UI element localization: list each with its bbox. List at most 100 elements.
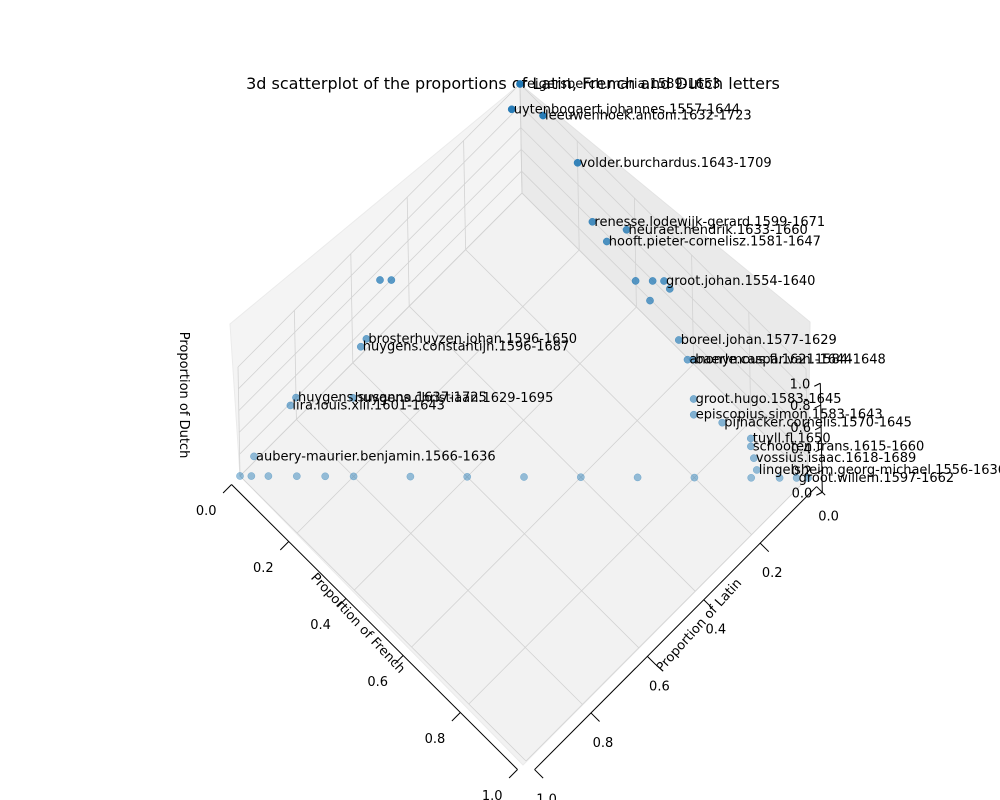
data-point	[631, 277, 640, 285]
y-tick-label: 0.0	[818, 510, 839, 525]
data-label: tuyll.fl.1650	[753, 432, 831, 447]
data-label: groot.johan.1554-1640	[666, 274, 815, 289]
data-label: huygens.susanna.1637-1725	[298, 391, 487, 406]
y-tick-label: 0.6	[649, 679, 670, 694]
data-point	[516, 80, 524, 88]
grid-line	[805, 368, 809, 479]
grid-line	[239, 192, 523, 477]
data-point	[746, 434, 755, 443]
grid-line	[519, 83, 523, 194]
grid-line	[238, 149, 522, 433]
grid-line	[521, 192, 809, 479]
data-point	[689, 410, 698, 419]
x-tick-label: 0.8	[425, 732, 446, 747]
y-tick	[647, 655, 657, 666]
grid-line	[411, 363, 694, 648]
data-point	[633, 473, 642, 482]
data-point	[747, 442, 755, 451]
z-tick-label: 0.4	[791, 443, 812, 458]
data-point	[264, 472, 273, 480]
grid-line	[519, 83, 807, 370]
data-point	[292, 472, 301, 481]
y-tick	[703, 599, 713, 609]
data-point	[292, 393, 300, 402]
y-axis-line	[534, 486, 817, 770]
grid-line	[354, 306, 637, 591]
data-point	[718, 418, 727, 427]
data-point	[387, 276, 396, 284]
grid-line	[748, 311, 752, 422]
grid-line	[350, 253, 354, 363]
grid	[237, 83, 809, 762]
data-point	[602, 237, 611, 246]
x-tick	[451, 712, 461, 722]
z-tick	[814, 404, 821, 409]
data-point	[356, 342, 365, 351]
chart-title: 3d scatterplot of the proportions of Lat…	[246, 74, 780, 93]
data-label: uytenbogaert.johannes.1557-1644	[514, 102, 740, 117]
grid-line	[296, 249, 580, 534]
y-tick-label: 0.4	[705, 623, 726, 638]
data-point	[674, 336, 683, 344]
data-label: huygens.christiaan.1629-1695	[355, 391, 554, 406]
data-point	[665, 285, 674, 293]
data-point	[507, 105, 516, 114]
y-tick	[534, 769, 544, 779]
z-tick-label: 1.0	[790, 377, 811, 392]
z-tick-label: 0.0	[792, 486, 813, 501]
x-tick	[222, 484, 232, 494]
data-point	[792, 474, 801, 482]
grid-line	[296, 419, 583, 705]
data-label: lingelsheim.georg-michael.1556-1636	[759, 463, 1000, 478]
grid-line	[468, 420, 752, 705]
data-label: brosterhuyzen.johan.1596-1650	[368, 332, 577, 347]
data-point	[588, 217, 597, 226]
data-point	[250, 452, 258, 461]
x-tick	[508, 769, 518, 779]
y-tick-label: 0.2	[762, 566, 783, 581]
grid-line	[239, 475, 527, 762]
data-label: pijnacker.cornelis.1570-1645	[724, 416, 912, 431]
grid-line	[634, 197, 637, 308]
data-point	[804, 474, 812, 482]
data-points	[236, 80, 812, 482]
grid-line	[408, 305, 696, 592]
grid-line	[238, 127, 522, 411]
z-axis-line	[819, 383, 823, 493]
data-point	[775, 474, 784, 482]
data-label: baerle.caspar.van.1584-1648	[695, 353, 886, 368]
data-label: huygens.constantijn.1596-1687	[363, 340, 570, 355]
y-tick	[816, 486, 826, 496]
grid-line	[520, 149, 808, 435]
data-label: volder.burchardus.1643-1709	[580, 156, 772, 171]
data-point	[689, 395, 698, 403]
z-axis-label: Proportion of Dutch	[176, 332, 191, 459]
data-point	[539, 111, 547, 120]
data-labels: reigersberch.maria.1589-1653 uytenbogaert…	[256, 77, 1000, 486]
data-label: episcopius.simon.1583-1643	[696, 408, 883, 423]
data-point	[349, 472, 358, 481]
grid-line	[691, 254, 694, 365]
x-tick	[394, 655, 404, 665]
data-point	[749, 454, 758, 463]
data-point	[236, 472, 244, 480]
z-tick	[814, 426, 822, 431]
data-label: anonymous.fl.1621-1644	[690, 353, 853, 368]
data-point	[689, 355, 698, 364]
grid-line	[525, 477, 809, 762]
y-tick-label: 1.0	[536, 793, 557, 800]
grid-line	[521, 170, 808, 457]
grid-line	[465, 249, 752, 535]
data-label: groot.willem.1597-1662	[799, 471, 955, 486]
y-tick	[590, 712, 600, 722]
data-point	[376, 276, 384, 284]
data-label: hooft.pieter-cornelisz.1581-1647	[609, 235, 821, 250]
x-tick-label: 0.6	[367, 675, 388, 690]
grid-line	[238, 105, 521, 390]
grid-line	[463, 140, 466, 250]
data-point	[362, 335, 371, 343]
grid-line	[520, 127, 808, 413]
y-tick	[759, 542, 770, 553]
data-label: renesse.lodewijk-gerard.1599-1671	[594, 215, 825, 230]
